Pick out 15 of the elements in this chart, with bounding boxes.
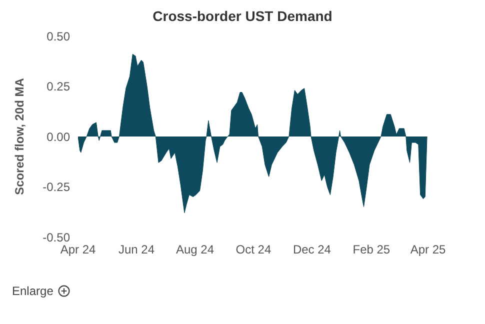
y-tick-label: 0.00 [46,130,70,144]
x-tick-label: Apr 25 [410,242,446,257]
x-tick-label: Apr 24 [60,242,96,257]
text: Enlarge [12,284,54,298]
chart-title: Cross-border UST Demand [152,8,334,26]
y-tick-label: 0.25 [46,80,70,94]
y-tick-label: 0.50 [46,29,70,44]
x-tick-label: Aug 24 [176,242,214,257]
x-tick-label: Jun 24 [118,242,155,257]
y-axis-title: Scored flow, 20d MA [12,78,26,195]
y-tick-label: -0.25 [42,180,70,194]
x-tick-label: Dec 24 [292,242,332,257]
x-tick-label: Oct 24 [236,242,272,257]
x-tick-label: Feb 25 [352,242,390,257]
y-tick-label: -0.50 [42,230,70,244]
